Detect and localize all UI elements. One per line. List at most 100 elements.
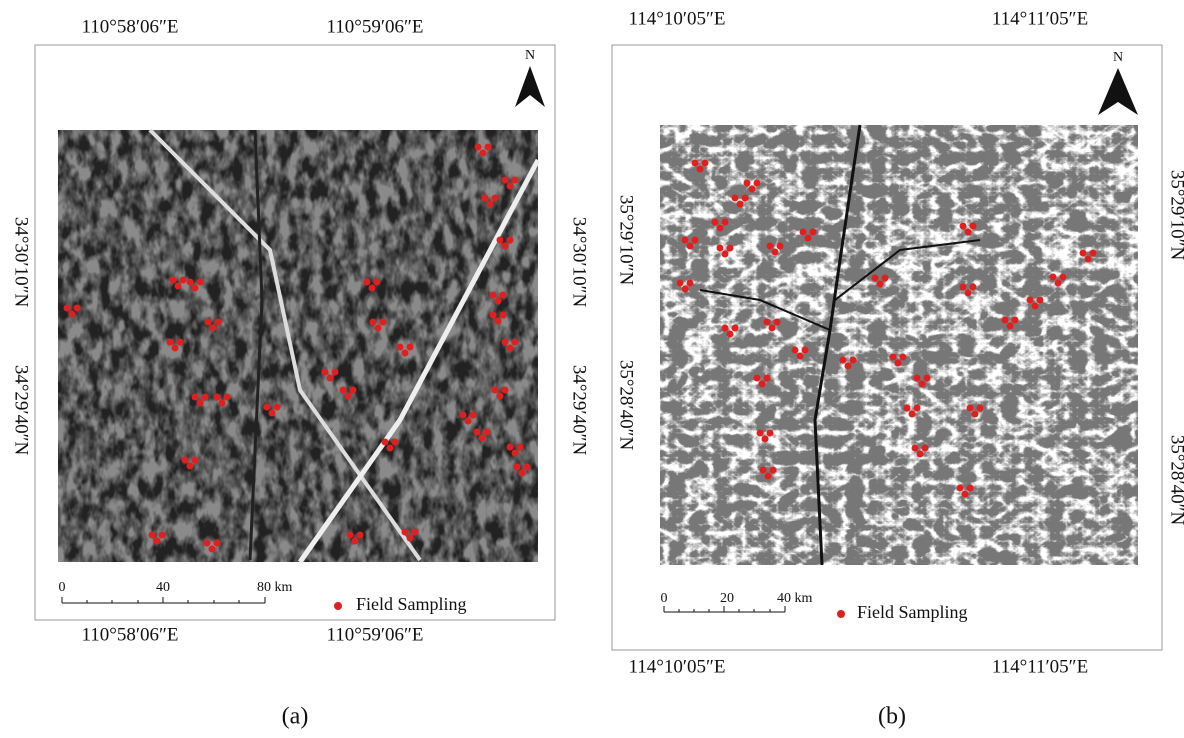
sampling-point (215, 319, 222, 326)
left-coordinate: 35°29′10″N (616, 195, 637, 286)
sampling-point (1080, 250, 1087, 257)
sampling-point (180, 277, 187, 284)
scale-label: 40 km (777, 591, 813, 606)
sampling-point (507, 237, 514, 244)
sampling-point (502, 177, 509, 184)
sampling-point (727, 245, 734, 252)
bottom-coordinate: 114°10′05″E (628, 656, 725, 677)
sampling-point (352, 538, 359, 545)
sampling-point (172, 345, 179, 352)
sampling-point (977, 405, 984, 412)
sampling-point (340, 387, 347, 394)
sampling-point (1027, 297, 1034, 304)
sampling-point (914, 405, 921, 412)
sampling-point (154, 538, 161, 545)
sampling-point (850, 357, 857, 364)
panel-b: 114°10′05″E 114°11′05″E 114°10′05″E 114°… (612, 8, 1184, 729)
sampling-point (480, 150, 487, 157)
sampling-point (364, 279, 371, 286)
sampling-point (497, 237, 504, 244)
sampling-point (149, 532, 156, 539)
sampling-point (397, 344, 404, 351)
figure: 110°58′06″E 110°59′06″E 110°58′06″E 110°… (0, 0, 1184, 738)
sampling-point (960, 223, 967, 230)
sampling-point (495, 298, 502, 305)
sampling-point (210, 325, 217, 332)
sampling-point (192, 457, 199, 464)
sampling-point (919, 381, 926, 388)
sampling-point (732, 195, 739, 202)
sampling-point (202, 394, 209, 401)
sampling-point (514, 464, 521, 471)
sampling-point (722, 251, 729, 258)
sampling-point (840, 357, 847, 364)
sampling-point (717, 225, 724, 232)
legend-symbol (837, 610, 845, 618)
sampling-point (965, 229, 972, 236)
sampling-point (760, 467, 767, 474)
bottom-coordinate: 110°59′06″E (326, 624, 423, 645)
bottom-coordinate: 114°11′05″E (992, 656, 1088, 677)
sampling-point (722, 325, 729, 332)
sampling-point (754, 180, 761, 187)
legend-symbol (334, 602, 342, 610)
sampling-point (967, 405, 974, 412)
sampling-point (872, 275, 879, 282)
sampling-point (512, 339, 519, 346)
sampling-point (777, 243, 784, 250)
sampling-point (167, 339, 174, 346)
sampling-point (972, 411, 979, 418)
sampling-point (187, 279, 194, 286)
sampling-point (350, 387, 357, 394)
sampling-point (74, 305, 81, 312)
sampling-point (274, 404, 281, 411)
sampling-point (470, 412, 477, 419)
sampling-point (460, 412, 467, 419)
sampling-point (762, 436, 769, 443)
sampling-point (487, 201, 494, 208)
sampling-point (764, 319, 771, 326)
sampling-point (759, 381, 766, 388)
sampling-point (692, 160, 699, 167)
sampling-point (877, 281, 884, 288)
sampling-point (214, 540, 221, 547)
sampling-point (187, 463, 194, 470)
sampling-point (490, 312, 497, 319)
sampling-point (500, 312, 507, 319)
right-coordinate: 34°29′40″N (569, 365, 590, 456)
sampling-point (490, 292, 497, 299)
sampling-point (357, 532, 364, 539)
sampling-point (402, 350, 409, 357)
sampling-point (769, 325, 776, 332)
sampling-point (407, 344, 414, 351)
sampling-point (909, 411, 916, 418)
sampling-point (345, 393, 352, 400)
sampling-point (214, 394, 221, 401)
top-coordinate: 114°11′05″E (992, 8, 1088, 29)
sampling-point (960, 284, 967, 291)
left-coordinate: 34°29′40″N (11, 365, 32, 456)
sampling-point (962, 491, 969, 498)
sampling-point (192, 394, 199, 401)
sampling-point (269, 410, 276, 417)
sampling-point (69, 311, 76, 318)
top-coordinate: 110°58′06″E (81, 16, 178, 37)
sampling-point (500, 292, 507, 299)
sampling-point (479, 435, 486, 442)
page: Field sampling maps {"panels": [ {"capti… (0, 0, 1184, 738)
sampling-point (904, 405, 911, 412)
sampling-point (175, 283, 182, 290)
sampling-point (882, 275, 889, 282)
top-coordinate: 114°10′05″E (628, 8, 725, 29)
right-coordinate: 35°29′10″N (1167, 170, 1184, 261)
sampling-point (370, 319, 377, 326)
sampling-point (492, 387, 499, 394)
right-coordinate: 35°28′40″N (1167, 435, 1184, 526)
sampling-point (677, 280, 684, 287)
sampling-point (507, 444, 514, 451)
sampling-point (810, 229, 817, 236)
sampling-point (507, 345, 514, 352)
sampling-point (717, 245, 724, 252)
sampling-point (192, 285, 199, 292)
sampling-point (204, 540, 211, 547)
